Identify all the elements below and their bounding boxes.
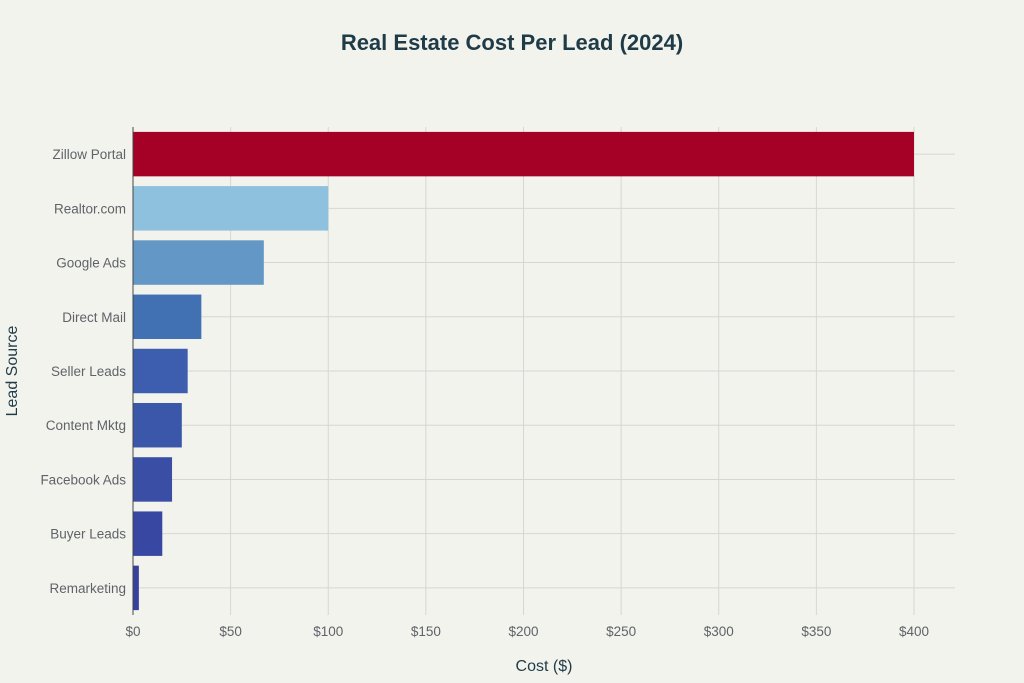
x-tick-label: $400 [899, 624, 929, 639]
y-tick-label: Content Mktg [46, 418, 126, 433]
x-tick-label: $50 [219, 624, 242, 639]
gridlines [133, 127, 955, 615]
bar-buyer-leads [133, 511, 163, 556]
x-tick-label: $200 [508, 624, 538, 639]
bar-realtor-com [133, 186, 329, 231]
bar-direct-mail [133, 294, 202, 340]
bar-facebook-ads [133, 457, 173, 502]
y-tick-label: Direct Mail [62, 310, 126, 325]
y-tick-label: Seller Leads [51, 364, 126, 379]
x-tick-label: $350 [801, 624, 831, 639]
bar-zillow-portal [133, 131, 914, 177]
y-tick-label: Buyer Leads [50, 527, 126, 542]
y-axis-title: Lead Source [4, 326, 21, 417]
bar-google-ads [133, 240, 264, 285]
y-tick-labels: Zillow Portal Realtor.com Google Ads Direct… [40, 147, 126, 596]
x-tick-label: $300 [704, 624, 734, 639]
y-tick-label: Facebook Ads [40, 472, 126, 487]
x-tick-label: $100 [313, 624, 343, 639]
bar-content-mktg [133, 402, 182, 448]
bars [133, 131, 914, 611]
bar-seller-leads [133, 348, 188, 394]
y-tick-label: Realtor.com [54, 201, 126, 216]
x-tick-label: $150 [411, 624, 441, 639]
bar-remarketing [133, 565, 139, 611]
x-tick-labels: $0 $50 $100 $150 $200 $250 $300 $350 $400 [125, 624, 929, 639]
x-tick-label: $250 [606, 624, 636, 639]
y-tick-label: Remarketing [49, 581, 126, 596]
x-tick-label: $0 [125, 624, 140, 639]
y-tick-label: Zillow Portal [52, 147, 126, 162]
y-tick-label: Google Ads [56, 256, 126, 271]
chart-title: Real Estate Cost Per Lead (2024) [341, 30, 683, 55]
x-axis-title: Cost ($) [516, 658, 573, 675]
